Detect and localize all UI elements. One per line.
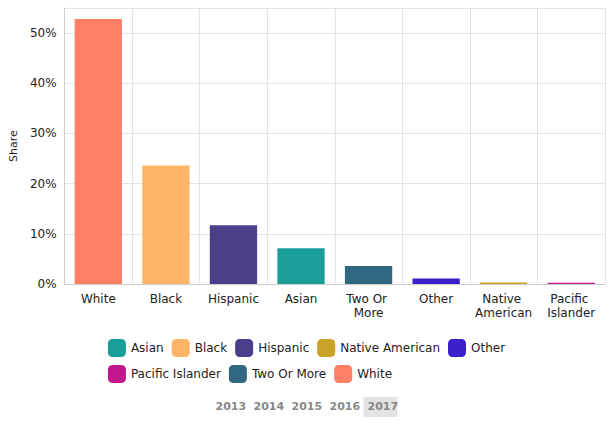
svg-text:50%: 50% bbox=[30, 26, 57, 40]
svg-text:Asian: Asian bbox=[285, 292, 318, 306]
svg-text:More: More bbox=[354, 306, 384, 320]
svg-text:Hispanic: Hispanic bbox=[258, 341, 309, 355]
svg-text:Other: Other bbox=[471, 341, 505, 355]
svg-text:Two Or: Two Or bbox=[345, 292, 391, 306]
svg-text:0%: 0% bbox=[38, 277, 57, 291]
svg-text:2016: 2016 bbox=[330, 400, 361, 413]
svg-text:20%: 20% bbox=[30, 177, 57, 191]
svg-text:30%: 30% bbox=[30, 126, 57, 140]
svg-text:2013: 2013 bbox=[216, 400, 247, 413]
svg-text:Two Or More: Two Or More bbox=[251, 367, 326, 381]
svg-text:Native: Native bbox=[482, 292, 525, 306]
svg-text:Black: Black bbox=[150, 292, 183, 306]
svg-text:Share: Share bbox=[7, 130, 20, 162]
svg-text:Pacific Islander: Pacific Islander bbox=[131, 367, 221, 381]
svg-text:Asian: Asian bbox=[131, 341, 164, 355]
svg-text:White: White bbox=[81, 292, 116, 306]
svg-text:40%: 40% bbox=[30, 76, 57, 90]
svg-text:2017: 2017 bbox=[368, 400, 399, 413]
svg-text:White: White bbox=[357, 367, 392, 381]
svg-text:Black: Black bbox=[195, 341, 228, 355]
svg-text:Hispanic: Hispanic bbox=[208, 292, 259, 306]
svg-text:Pacific: Pacific bbox=[550, 292, 592, 306]
svg-text:Other: Other bbox=[419, 292, 453, 306]
svg-text:2014: 2014 bbox=[254, 400, 285, 413]
svg-text:10%: 10% bbox=[30, 227, 57, 241]
svg-text:Native American: Native American bbox=[340, 341, 440, 355]
svg-text:2015: 2015 bbox=[292, 400, 323, 413]
svg-text:Islander: Islander bbox=[547, 306, 595, 320]
svg-text:American: American bbox=[475, 306, 532, 320]
